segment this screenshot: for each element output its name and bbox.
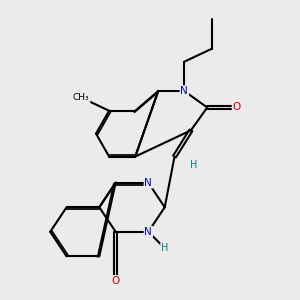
Text: O: O xyxy=(112,276,120,286)
Text: O: O xyxy=(232,103,241,112)
Text: CH₃: CH₃ xyxy=(73,93,90,102)
Text: N: N xyxy=(181,86,188,96)
Text: H: H xyxy=(161,243,168,253)
Text: N: N xyxy=(145,178,152,188)
Text: H: H xyxy=(190,160,198,170)
Text: N: N xyxy=(145,227,152,237)
